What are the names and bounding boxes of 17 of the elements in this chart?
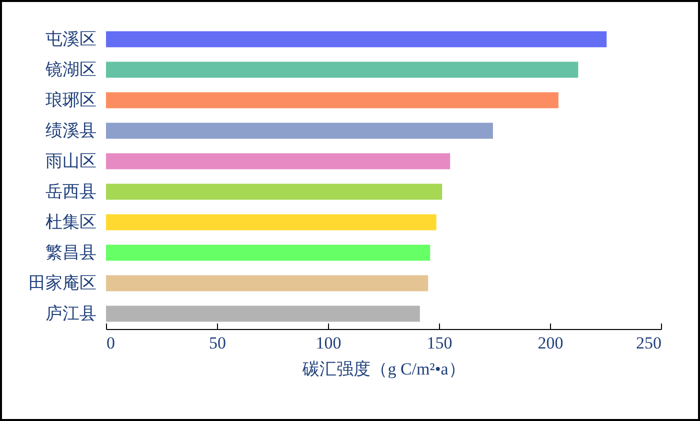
y-tick-label: 琅琊区 (46, 90, 96, 110)
y-tick-label: 岳西县 (46, 182, 96, 201)
x-tick-label: 200 (538, 334, 564, 352)
y-tick-label: 绩溪县 (46, 120, 96, 140)
y-tick-label: 杜集区 (46, 212, 96, 232)
y-tick-label: 繁昌县 (46, 242, 96, 262)
x-tick-label: 0 (106, 334, 115, 352)
y-tick-label: 雨山区 (46, 151, 96, 170)
x-tick-label: 250 (636, 334, 662, 352)
y-tick-label: 庐江县 (46, 304, 96, 323)
x-tick-label: 150 (426, 334, 452, 352)
x-tick-label: 50 (209, 334, 226, 352)
x-tick-label: 100 (316, 334, 342, 352)
y-tick-label: 屯溪区 (46, 29, 96, 48)
y-tick-label: 田家庵区 (28, 273, 96, 292)
x-axis-title: 碳汇强度（g C/m²•a） (302, 360, 466, 378)
y-tick-label: 镜湖区 (44, 60, 96, 79)
